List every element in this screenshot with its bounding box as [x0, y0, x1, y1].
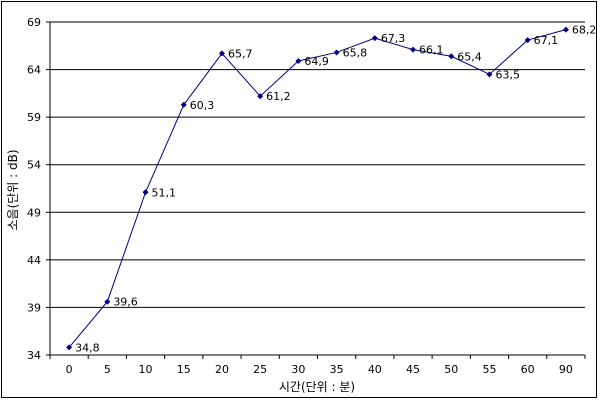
data-point — [104, 298, 111, 305]
x-tick-label: 30 — [291, 363, 305, 376]
x-tick-label: 0 — [66, 363, 73, 376]
data-label: 51,1 — [152, 186, 177, 199]
data-labels: 34,8 39,6 51,1 60,3 65,7 61,2 64,9 65,8 67,3 66,1… — [75, 24, 596, 355]
data-markers — [66, 26, 569, 351]
data-label: 34,8 — [75, 341, 100, 354]
x-tick-label: 15 — [177, 363, 191, 376]
data-label: 65,7 — [228, 47, 253, 60]
x-tick-label: 35 — [330, 363, 344, 376]
data-point — [562, 26, 569, 33]
data-point — [142, 189, 149, 196]
x-tick-label: 40 — [368, 363, 382, 376]
data-label: 68,2 — [572, 24, 597, 37]
data-label: 39,6 — [113, 296, 138, 309]
y-tick-label: 44 — [27, 254, 41, 267]
x-tick-label: 10 — [139, 363, 153, 376]
data-label: 67,1 — [534, 34, 559, 47]
y-tick-label: 64 — [27, 64, 41, 77]
data-label: 60,3 — [190, 99, 215, 112]
series-polyline — [68, 29, 567, 348]
y-tick-labels: 34 39 44 49 54 59 64 69 — [27, 16, 41, 362]
data-point — [371, 35, 378, 42]
x-tick-label: 55 — [482, 363, 496, 376]
data-point — [486, 71, 493, 78]
data-label: 61,2 — [266, 90, 291, 103]
y-tick-label: 34 — [27, 349, 41, 362]
x-tick-label: 60 — [521, 363, 535, 376]
data-point — [257, 93, 264, 100]
y-tick-label: 59 — [27, 111, 41, 124]
data-point — [333, 49, 340, 56]
data-point — [524, 37, 531, 44]
x-tick-label: 90 — [559, 363, 573, 376]
x-tick-label: 25 — [253, 363, 267, 376]
data-label: 65,4 — [457, 50, 482, 63]
data-label: 65,8 — [343, 46, 368, 59]
axes — [46, 21, 586, 359]
data-label: 66,1 — [419, 44, 444, 57]
y-tick-label: 39 — [27, 301, 41, 314]
data-label: 63,5 — [495, 68, 520, 81]
y-tick-label: 69 — [27, 16, 41, 29]
data-point — [295, 58, 302, 65]
x-tick-labels: 0 5 10 15 20 25 30 35 40 45 50 55 60 90 — [66, 363, 573, 376]
x-tick-label: 20 — [215, 363, 229, 376]
y-tick-label: 49 — [27, 206, 41, 219]
data-point — [66, 344, 73, 351]
x-tick-label: 50 — [444, 363, 458, 376]
x-tick-label: 45 — [406, 363, 420, 376]
series-line — [68, 29, 567, 348]
data-point — [218, 50, 225, 57]
data-point — [448, 53, 455, 60]
x-tick-label: 5 — [104, 363, 111, 376]
x-axis-label: 시간(단위 : 분) — [279, 380, 355, 394]
data-label: 64,9 — [304, 55, 329, 68]
y-axis-label: 소음(단위 : dB) — [6, 149, 20, 230]
data-point — [180, 101, 187, 108]
y-tick-label: 54 — [27, 159, 41, 172]
data-point — [410, 46, 417, 53]
data-label: 67,3 — [381, 32, 406, 45]
